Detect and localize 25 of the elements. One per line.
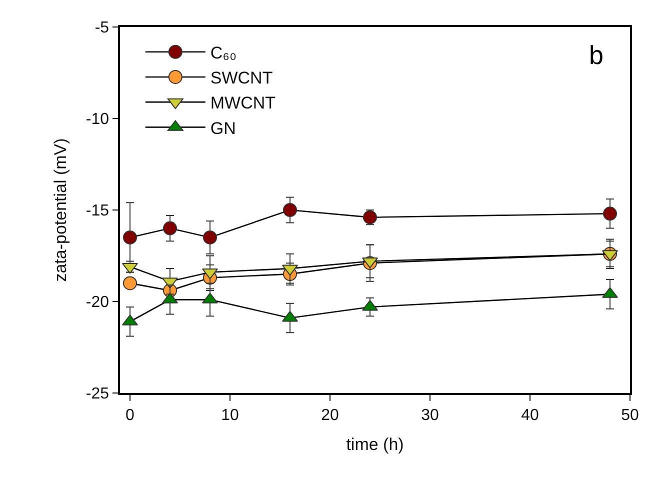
y-tick-label: -15 xyxy=(86,202,110,220)
legend-label: GN xyxy=(210,118,236,138)
legend-label: C₆₀ xyxy=(210,44,237,62)
y-tick-label: -5 xyxy=(94,20,110,37)
x-tick-label: 30 xyxy=(421,406,439,424)
x-axis-title: time (h) xyxy=(346,434,404,454)
x-tick-label: 40 xyxy=(521,406,539,424)
y-tick-label: -25 xyxy=(86,386,110,403)
point xyxy=(163,221,177,236)
point xyxy=(203,230,217,244)
x-tick-label: 50 xyxy=(621,406,639,424)
y-tick-label: -10 xyxy=(86,111,110,128)
x-tick-label: 20 xyxy=(321,406,339,424)
x-tick-label: 0 xyxy=(126,406,135,424)
point xyxy=(283,203,297,217)
y-axis-title: zata-potential (mV) xyxy=(50,138,70,282)
point xyxy=(603,206,617,221)
point xyxy=(123,230,137,244)
annotation: b xyxy=(589,40,604,70)
x-tick-label: 10 xyxy=(221,406,239,424)
legend-label: MWCNT xyxy=(210,94,276,113)
y-tick-label: -20 xyxy=(86,294,110,312)
legend-label: SWCNT xyxy=(210,68,273,88)
point xyxy=(363,210,377,224)
point xyxy=(123,276,137,290)
